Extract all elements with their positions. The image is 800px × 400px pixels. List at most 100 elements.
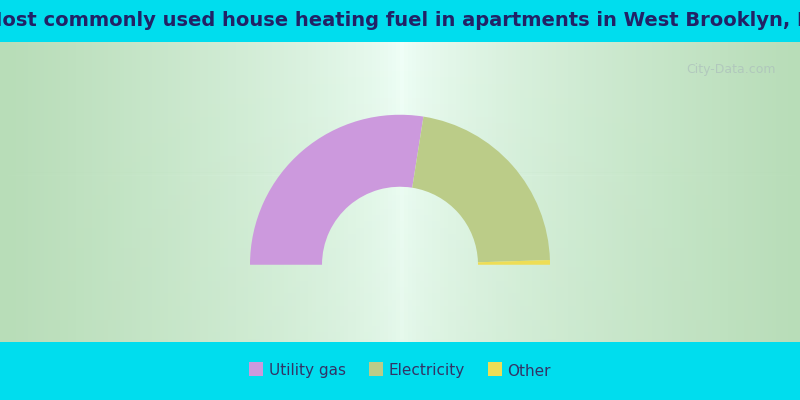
Bar (0, 200, 800, 201)
Bar (0, 240, 800, 242)
Bar (68, 42, 72, 342)
Bar (0, 183, 800, 184)
Bar (0, 184, 800, 186)
Bar (0, 261, 800, 262)
Bar (0, 166, 800, 168)
Bar (436, 42, 440, 342)
Bar (0, 286, 800, 288)
Bar (348, 42, 352, 342)
Bar (0, 312, 800, 314)
Bar (212, 42, 216, 342)
Bar (0, 171, 800, 172)
Bar (0, 152, 800, 153)
Bar (148, 42, 152, 342)
Bar (0, 321, 800, 322)
Bar (728, 42, 732, 342)
Bar (0, 172, 800, 174)
Bar (580, 42, 584, 342)
Bar (0, 262, 800, 264)
Bar (0, 178, 800, 180)
Bar (0, 272, 800, 273)
Bar (0, 158, 800, 159)
Bar (0, 243, 800, 244)
Bar (120, 42, 124, 342)
Bar (172, 42, 176, 342)
Bar (784, 42, 788, 342)
Bar (0, 112, 800, 114)
Bar (592, 42, 596, 342)
Bar (628, 42, 632, 342)
Bar (4, 42, 8, 342)
Bar (752, 42, 756, 342)
Bar (0, 224, 800, 225)
Bar (444, 42, 448, 342)
Bar (8, 42, 12, 342)
Bar (0, 273, 800, 274)
Bar (600, 42, 604, 342)
Bar (0, 106, 800, 108)
Bar (0, 302, 800, 303)
Bar (208, 42, 212, 342)
Bar (252, 42, 256, 342)
Bar (0, 99, 800, 100)
Bar (248, 42, 252, 342)
Bar (0, 111, 800, 112)
Bar (24, 42, 28, 342)
Bar (708, 42, 712, 342)
Bar (0, 160, 800, 162)
Bar (0, 210, 800, 212)
Bar (152, 42, 156, 342)
Bar (0, 256, 800, 258)
Bar (504, 42, 508, 342)
Bar (124, 42, 128, 342)
Bar (732, 42, 736, 342)
Bar (0, 45, 800, 46)
Bar (324, 42, 328, 342)
Bar (0, 330, 800, 332)
Bar (144, 42, 148, 342)
Bar (104, 42, 108, 342)
Bar (0, 294, 800, 296)
Bar (0, 180, 800, 182)
Bar (0, 162, 800, 164)
Bar (84, 42, 88, 342)
Bar (48, 42, 52, 342)
Bar (200, 42, 204, 342)
Bar (0, 246, 800, 248)
Bar (0, 138, 800, 140)
Bar (656, 42, 660, 342)
Bar (0, 52, 800, 54)
Bar (0, 117, 800, 118)
Bar (0, 141, 800, 142)
Bar (448, 42, 452, 342)
Bar (0, 274, 800, 276)
Bar (92, 42, 96, 342)
Bar (0, 126, 800, 128)
Bar (0, 153, 800, 154)
Bar (176, 42, 180, 342)
Bar (364, 42, 368, 342)
Bar (0, 248, 800, 249)
Bar (76, 42, 80, 342)
Bar (0, 134, 800, 135)
Bar (664, 42, 668, 342)
Bar (416, 42, 420, 342)
Bar (216, 42, 220, 342)
Bar (0, 284, 800, 285)
Bar (0, 159, 800, 160)
Bar (0, 198, 800, 200)
Bar (0, 164, 800, 165)
Bar (0, 68, 800, 69)
Bar (568, 42, 572, 342)
Bar (300, 42, 304, 342)
Bar (0, 254, 800, 255)
Bar (0, 255, 800, 256)
Bar (136, 42, 140, 342)
Bar (0, 310, 800, 312)
Bar (668, 42, 672, 342)
Bar (0, 190, 800, 192)
Bar (0, 308, 800, 309)
Bar (0, 81, 800, 82)
Bar (0, 340, 800, 342)
Bar (20, 42, 24, 342)
